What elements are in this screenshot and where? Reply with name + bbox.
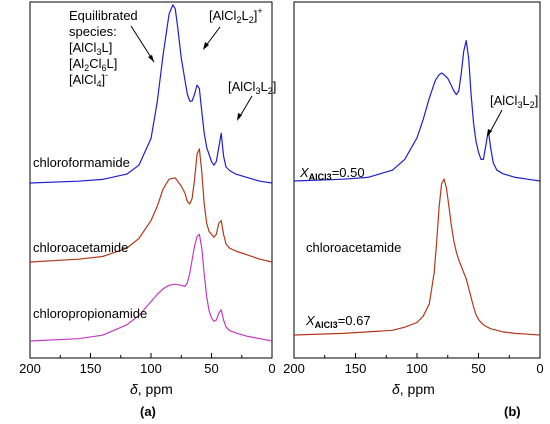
panel-a-annotation-dimer: [AlCl2L2]+ bbox=[203, 6, 263, 50]
trace-label-x067: XAlCl3=0.67 bbox=[305, 313, 371, 330]
x-tick-label: 100 bbox=[406, 361, 428, 376]
trace-label-chloroacetamide: chloroacetamide bbox=[33, 240, 128, 255]
xlabel-unit: , ppm bbox=[400, 381, 435, 397]
label-alcl3l2-b: [AlCl3L2] bbox=[490, 93, 538, 110]
arrowhead-adduct bbox=[237, 113, 242, 121]
x-tick-label: 50 bbox=[471, 361, 485, 376]
x-tick-label: 100 bbox=[140, 361, 162, 376]
panel-a-x-axis: 200 150 100 50 0 bbox=[19, 353, 276, 376]
panel-a-xlabel: δ, ppm bbox=[130, 381, 173, 397]
xlabel-symbol: δ bbox=[130, 381, 138, 397]
series-line-2 bbox=[29, 233, 273, 342]
panel-b-label: (b) bbox=[504, 404, 521, 419]
species-al2cl6l: [Al2Cl6L] bbox=[69, 56, 117, 73]
series-line-0 bbox=[29, 4, 273, 184]
panel-a-series bbox=[29, 4, 273, 342]
panel-b-annotation-adduct: [AlCl3L2] bbox=[487, 93, 538, 137]
series-line-1 bbox=[293, 178, 541, 336]
xlabel-symbol: δ bbox=[392, 381, 400, 397]
arrow-adduct-b bbox=[488, 109, 503, 135]
panel-a: 200 150 100 50 0 Equilibrated species: [AlCl… bbox=[19, 1, 276, 419]
panel-b-series bbox=[293, 39, 541, 336]
arrowhead-equilibrated bbox=[148, 55, 154, 62]
xlabel-unit: , ppm bbox=[138, 381, 173, 397]
arrow-adduct bbox=[238, 95, 253, 119]
trace-label-chloropropionamide: chloropropionamide bbox=[33, 306, 147, 321]
panel-b-x-axis: 200 150 100 50 0 bbox=[283, 353, 544, 376]
label-alcl3l2: [AlCl3L2] bbox=[228, 79, 276, 96]
annotation-line: species: bbox=[69, 24, 117, 39]
panel-a-annotation-adduct: [AlCl3L2] bbox=[228, 79, 276, 121]
x-tick-label: 200 bbox=[283, 361, 305, 376]
x-tick-label: 150 bbox=[345, 361, 367, 376]
species-alcl4: [AlCl4]- bbox=[69, 70, 108, 89]
series-line-0 bbox=[293, 39, 541, 182]
trace-label-x050: XAlCl3=0.50 bbox=[299, 165, 365, 182]
x-tick-label: 150 bbox=[80, 361, 102, 376]
trace-label-chloroacetamide-b: chloroacetamide bbox=[306, 240, 401, 255]
panel-a-frame bbox=[29, 1, 273, 359]
arrow-dimer bbox=[204, 26, 221, 48]
panel-a-annotation-equilibrated: Equilibrated species: [AlCl3L] [Al2Cl6L]… bbox=[69, 8, 155, 89]
series-line-1 bbox=[29, 148, 273, 263]
panel-b-xlabel: δ, ppm bbox=[392, 381, 435, 397]
trace-label-chloroformamide: chloroformamide bbox=[33, 155, 130, 170]
x-tick-label: 0 bbox=[536, 361, 543, 376]
arrowhead-adduct-b bbox=[487, 129, 492, 137]
arrowhead-dimer bbox=[203, 42, 209, 50]
x-tick-label: 0 bbox=[268, 361, 275, 376]
x-tick-label: 200 bbox=[19, 361, 41, 376]
x-tick-label: 50 bbox=[204, 361, 218, 376]
panel-a-label: (a) bbox=[140, 404, 156, 419]
annotation-line: Equilibrated bbox=[69, 8, 138, 23]
panel-b: 200 150 100 50 0 [AlCl3L2] XAlCl3=0.50 chlor… bbox=[283, 1, 544, 419]
species-alcl3l: [AlCl3L] bbox=[69, 40, 112, 57]
label-alcl2l2: [AlCl2L2]+ bbox=[209, 6, 263, 25]
